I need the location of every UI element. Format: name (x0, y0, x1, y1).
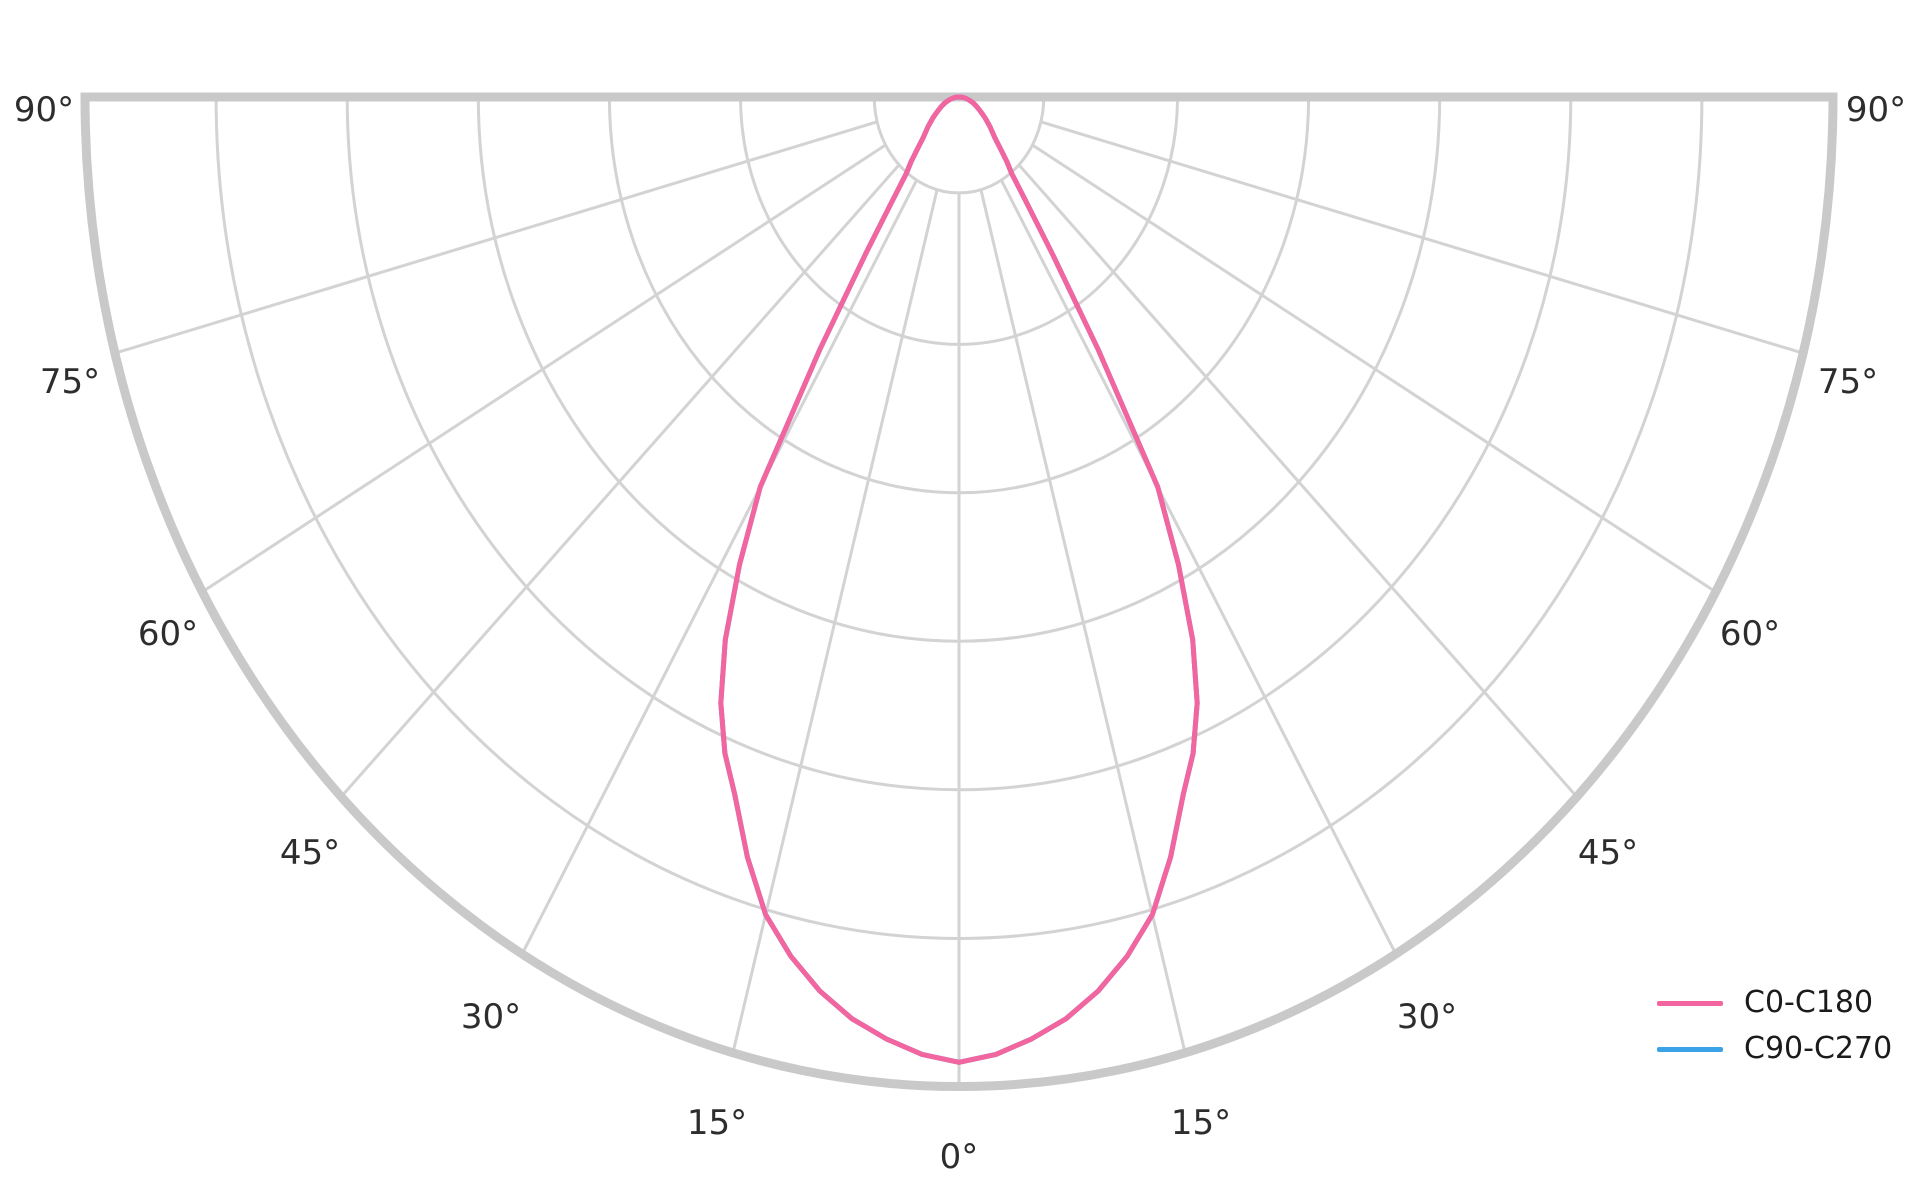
legend-label-c0-c180: C0-C180 (1744, 985, 1874, 1020)
radial-gridline (979, 189, 1187, 1054)
angle-tick-label: 60° (1720, 614, 1780, 654)
radial-gridline (201, 143, 887, 594)
c90-c270-line-swatch (1657, 1046, 1723, 1052)
radial-gridline (520, 179, 918, 956)
angle-tick-labels: 90° 75° 60° 45° 30° 15° 0° 15° 30° 45° 60° 75° 90° (14, 90, 1906, 1177)
polar-outer-arc (80, 92, 1838, 1092)
angle-tick-label: 75° (1818, 362, 1878, 402)
radial-gridline (1040, 120, 1804, 355)
angle-tick-label: 15° (687, 1103, 747, 1143)
intensity-curves (718, 94, 1200, 1065)
radial-gridline (1017, 163, 1579, 799)
angle-tick-label: 90° (1846, 90, 1906, 130)
angle-tick-label: 90° (14, 90, 74, 130)
legend: C0-C180 C90-C270 (1657, 986, 1892, 1078)
radial-gridline (114, 120, 878, 355)
angle-tick-label: 30° (461, 997, 521, 1037)
curve-c0-c180 (718, 94, 1200, 1065)
angle-tick-label: 15° (1171, 1103, 1231, 1143)
radial-gridline (1000, 179, 1398, 956)
radial-gridline (731, 189, 939, 1054)
radial-gridline (1031, 143, 1717, 594)
angle-tick-label: 30° (1397, 997, 1457, 1037)
angle-tick-label: 45° (1578, 833, 1638, 873)
ring-gridline (872, 96, 1046, 195)
c0-c180-line-swatch (1657, 1000, 1723, 1006)
angle-tick-label: 0° (940, 1137, 979, 1177)
angle-tick-label: 60° (138, 614, 198, 654)
angle-tick-label: 45° (280, 833, 340, 873)
angle-tick-label: 75° (40, 362, 100, 402)
legend-item-c90-c270[interactable]: C90-C270 (1657, 1032, 1892, 1066)
radial-gridline (339, 163, 901, 799)
legend-item-c0-c180[interactable]: C0-C180 (1657, 986, 1892, 1020)
polar-grid (80, 92, 1838, 1092)
legend-label-c90-c270: C90-C270 (1744, 1031, 1893, 1066)
